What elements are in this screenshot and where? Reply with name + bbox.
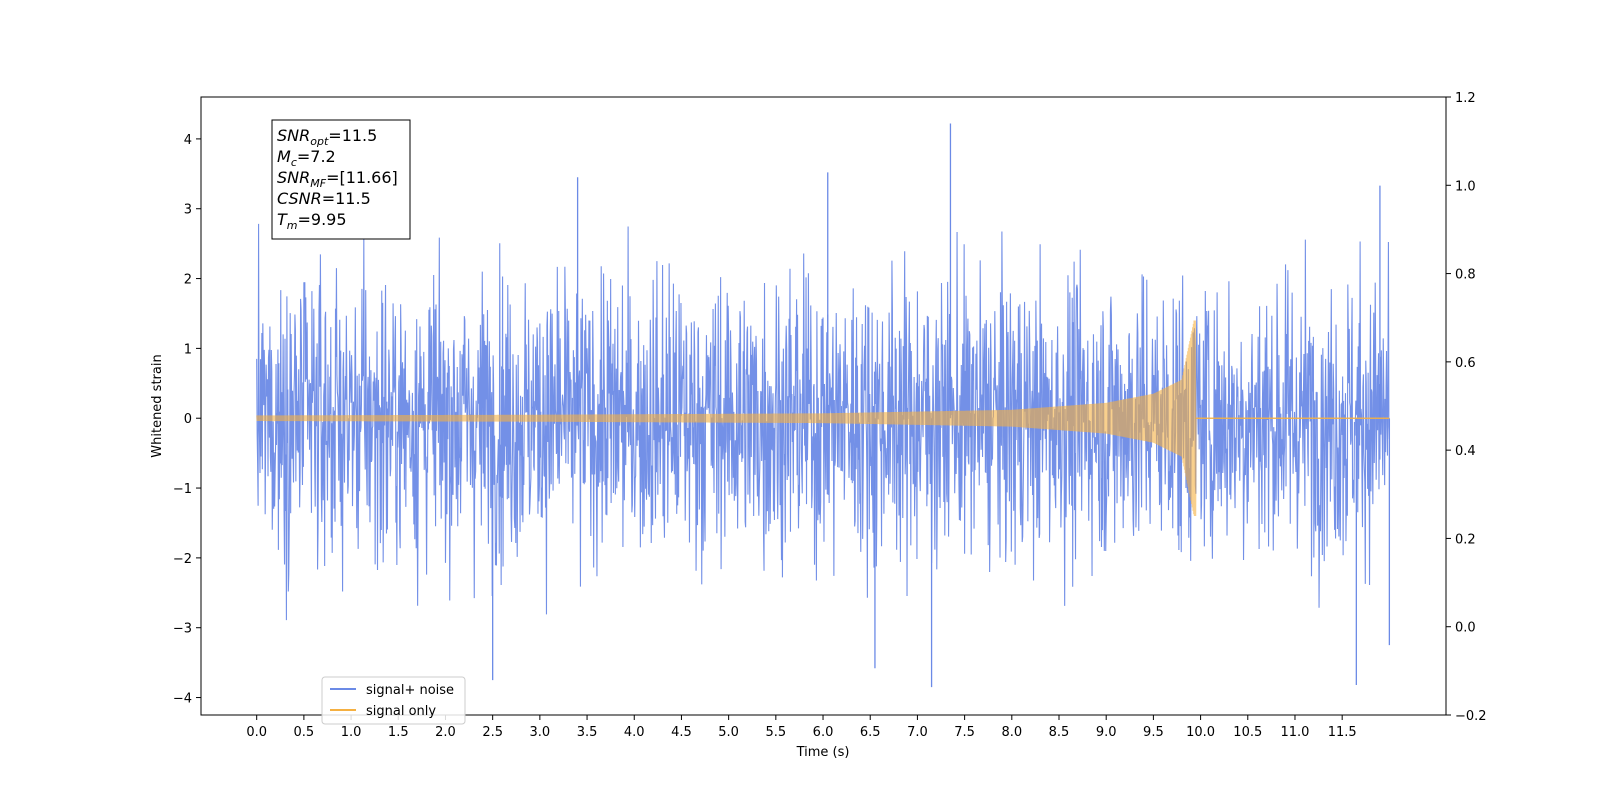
- y-right-tick-label: 0.8: [1455, 268, 1476, 283]
- annotation-line: Mc=7.2: [277, 147, 336, 169]
- x-tick-label: 10.5: [1233, 725, 1262, 740]
- annotation-value: =[11.66]: [326, 168, 398, 187]
- annotation-line: SNRMF=[11.66]: [277, 168, 398, 190]
- x-axis-label: Time (s): [796, 745, 850, 760]
- y-right-tick-label: 0.6: [1455, 356, 1476, 371]
- x-tick-label: 2.5: [482, 725, 503, 740]
- y-tick-label: 1: [184, 342, 192, 357]
- annotation-subscript: c: [291, 156, 297, 169]
- y-right-tick-label: 0.4: [1455, 444, 1476, 459]
- annotation-box: SNRopt=11.5Mc=7.2SNRMF=[11.66]CSNR=11.5T…: [271, 119, 411, 240]
- x-tick-label: 3.0: [530, 725, 551, 740]
- y-tick-label: −2: [173, 552, 192, 567]
- y-tick-label: 3: [184, 203, 192, 218]
- x-tick-label: 0.0: [246, 725, 267, 740]
- annotation-symbol: M: [277, 147, 291, 166]
- y-right-tick-label: 0.2: [1455, 532, 1476, 547]
- y-right-tick-label: −0.2: [1455, 709, 1487, 724]
- y-tick-label: 2: [184, 273, 192, 288]
- x-tick-label: 11.5: [1328, 725, 1357, 740]
- x-tick-label: 7.5: [954, 725, 975, 740]
- x-tick-label: 4.5: [671, 725, 692, 740]
- y-axis-label: Whitened strain: [150, 354, 165, 457]
- annotation-line: CSNR=11.5: [277, 189, 371, 208]
- x-axis: 0.0 0.5 1.0 1.5 2.0 2.5 3.0 3.5 4.0 4.5 5.0 5.5 6.0 6…: [246, 715, 1357, 740]
- legend: signal+ noise signal only: [321, 676, 466, 725]
- x-tick-label: 6.5: [860, 725, 881, 740]
- annotation-value: =9.95: [298, 210, 347, 229]
- y-right-tick-label: 0.0: [1455, 621, 1476, 636]
- annotation-symbol: SNR: [277, 126, 310, 145]
- x-tick-label: 7.0: [907, 725, 928, 740]
- annotation-subscript: MF: [310, 177, 326, 190]
- y-tick-label: −4: [173, 692, 192, 707]
- x-tick-label: 8.0: [1001, 725, 1022, 740]
- x-tick-label: 4.0: [624, 725, 645, 740]
- x-tick-label: 9.5: [1143, 725, 1164, 740]
- annotation-symbol: SNR: [277, 168, 310, 187]
- x-tick-label: 1.5: [388, 725, 409, 740]
- annotation-value: =11.5: [328, 126, 377, 145]
- legend-label-signal-noise: signal+ noise: [366, 683, 454, 698]
- y-tick-label: 4: [184, 133, 192, 148]
- annotation-symbol: CSNR: [277, 189, 322, 208]
- y-tick-label: −1: [173, 482, 192, 497]
- y-axis-left: 4 3 2 1 0 −1 −2 −3 −4: [173, 133, 201, 707]
- x-tick-label: 3.5: [577, 725, 598, 740]
- series-signal-noise-line: [256, 223, 1390, 621]
- y-right-tick-label: 1.2: [1455, 91, 1476, 106]
- annotation-subscript: m: [287, 219, 298, 232]
- x-tick-label: 5.5: [765, 725, 786, 740]
- x-tick-label: 9.0: [1096, 725, 1117, 740]
- x-tick-label: 8.5: [1049, 725, 1070, 740]
- annotation-frame: [271, 119, 411, 240]
- y-tick-label: −3: [173, 622, 192, 637]
- annotation-symbol: T: [277, 210, 288, 229]
- annotation-line: Tm=9.95: [277, 210, 347, 232]
- legend-frame: [321, 676, 466, 725]
- x-tick-label: 11.0: [1280, 725, 1309, 740]
- annotation-subscript: opt: [310, 135, 329, 148]
- x-tick-label: 1.0: [341, 725, 362, 740]
- x-tick-label: 10.0: [1186, 725, 1215, 740]
- x-tick-label: 5.0: [718, 725, 739, 740]
- y-tick-label: 0: [184, 412, 192, 427]
- annotation-line: SNRopt=11.5: [277, 126, 377, 148]
- y-right-tick-label: 1.0: [1455, 179, 1476, 194]
- annotation-value: =11.5: [322, 189, 371, 208]
- x-tick-label: 6.0: [813, 725, 834, 740]
- x-tick-label: 2.0: [435, 725, 456, 740]
- y-axis-right: 1.2 1.0 0.8 0.6 0.4 0.2 0.0 −0.2: [1446, 91, 1487, 724]
- legend-label-signal-only: signal only: [366, 704, 436, 719]
- x-tick-label: 0.5: [294, 725, 315, 740]
- annotation-value: =7.2: [297, 147, 336, 166]
